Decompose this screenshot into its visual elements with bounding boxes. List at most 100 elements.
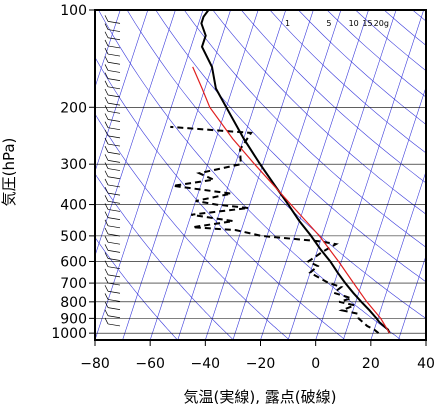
wind-barb [107,217,121,220]
wind-barb-flag [104,268,109,276]
wind-barb-flag [104,47,109,55]
wind-barb-flag [104,129,109,137]
wind-barb [107,102,121,106]
isotherm-line [95,10,121,89]
wind-barb [107,78,121,81]
wind-barb [107,61,121,65]
wind-barb [107,274,121,278]
isotherm-line [177,10,287,340]
wind-barb [107,233,121,237]
dry-adiabat-line [326,10,426,98]
wind-barbs [104,15,121,327]
wind-barb-flag [104,121,109,128]
wind-barb-flag [104,178,109,186]
wind-barb-flag [104,170,109,177]
wind-barb-flag [104,56,109,63]
wind-barb [107,94,121,98]
isotherm-line [232,10,342,340]
wind-barb-flag [104,162,109,169]
x-tick-label: −80 [80,356,110,372]
wind-barb-flag [104,96,109,104]
isotherm-line [370,170,426,340]
x-tick-label: −40 [191,356,221,372]
wind-barb [107,70,121,73]
wind-barb-flag [104,80,109,87]
dewpoint-line [170,125,380,334]
dry-adiabat-line [95,56,346,340]
dry-adiabat-line [183,10,426,248]
wind-barb-flag [104,105,109,112]
x-axis-label: 気温(実線), 露点(破線) [184,388,337,406]
wind-barb [107,119,121,122]
wind-barb-flag [104,146,109,153]
isotherm-line [260,10,369,340]
dry-adiabat-line [126,10,426,319]
wind-barb-flag [104,260,109,267]
y-axis-label: 気圧(hPa) [0,138,18,207]
wind-barb [107,37,121,41]
wind-barb [107,225,121,229]
y-tick-label: 900 [60,311,87,327]
wind-barb-flag [104,31,109,38]
isotherm-line [287,10,397,340]
wind-barb [107,45,121,49]
plot-frame [94,9,427,341]
wind-barb [107,323,121,327]
wind-barb-flag [104,236,109,243]
dry-adiabat-line [95,173,234,340]
dry-adiabat-line [383,10,426,46]
wind-barb [107,151,121,155]
isotherm-lines [95,10,426,340]
wind-barb-flag [104,293,109,300]
wind-barb-flag [104,244,109,251]
wind-barb [107,315,121,319]
dry-adiabat-line [212,10,426,215]
dry-adiabat-line [241,10,426,184]
mixing-ratio-label: 1 [285,19,290,28]
y-tick-label: 800 [60,295,87,311]
wind-barb [107,299,121,302]
x-tick-label: −60 [135,356,165,372]
wind-barb-flag [104,137,109,145]
wind-barb-flag [104,195,109,202]
isotherm-line [205,10,314,340]
wind-barb [107,258,121,261]
y-tick-label: 300 [60,157,87,173]
wind-barb-flag [104,186,109,194]
isotherm-line [342,86,426,340]
wind-barb [107,176,121,180]
mixing-ratio-label: 20g [374,19,389,28]
dry-adiabat-line [269,10,426,154]
wind-barb-flag [104,219,109,226]
wind-barb-flag [104,301,109,308]
sounding-series [170,10,391,334]
isotherm-line [398,254,426,340]
wind-barb-flag [104,203,109,210]
wind-barb-flag [104,88,109,96]
wind-barb-flag [104,15,109,22]
wind-barb-flag [104,113,109,120]
wind-barb [107,160,121,163]
wind-barb-flag [104,227,109,235]
parcel-line [192,66,391,334]
y-tick-label: 700 [60,276,87,292]
y-tick-label: 600 [60,254,87,270]
wind-barb-flag [104,276,109,284]
wind-barb-flag [104,285,109,292]
wind-barb [107,200,121,204]
y-tick-label: 400 [60,198,87,214]
wind-barb [107,168,121,171]
wind-barb-flag [104,252,109,259]
dry-adiabat-line [98,10,402,340]
wind-barb [107,282,121,286]
wind-barb [107,127,121,131]
wind-barb-flag [104,64,109,71]
y-tick-label: 1000 [51,326,87,342]
y-tick-label: 500 [60,229,87,245]
dry-adiabat-line [355,10,426,72]
isotherm-line [95,10,149,173]
wind-barb-flag [104,154,109,161]
wind-barb [107,266,121,270]
